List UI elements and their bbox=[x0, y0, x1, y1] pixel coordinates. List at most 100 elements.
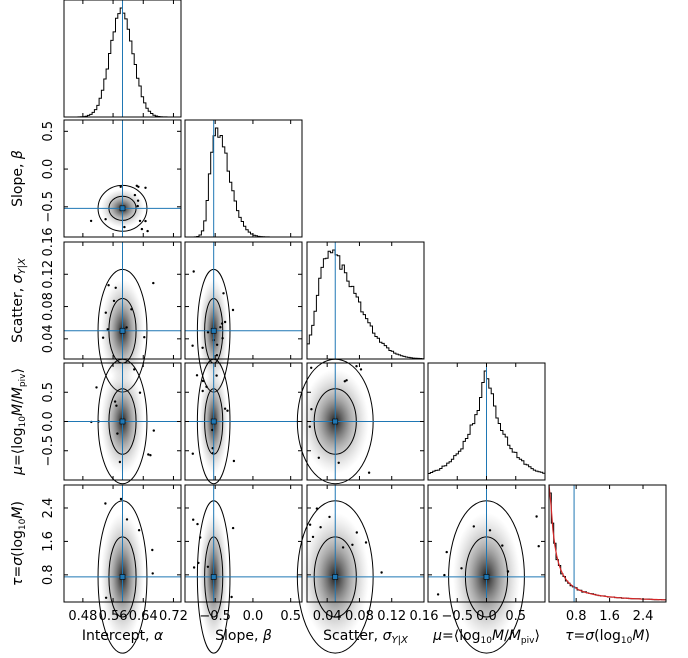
outlier-point bbox=[345, 379, 348, 382]
outlier-point bbox=[215, 354, 219, 357]
outlier-point bbox=[501, 544, 504, 547]
truth-marker bbox=[210, 418, 217, 425]
outlier-point bbox=[506, 570, 510, 573]
x-tick-label: 0.5 bbox=[505, 609, 526, 624]
outlier-point bbox=[114, 286, 117, 289]
outlier-point bbox=[104, 311, 108, 314]
outlier-point bbox=[116, 432, 119, 435]
outlier-point bbox=[196, 522, 199, 526]
outlier-point bbox=[223, 407, 227, 410]
x-tick-label: 0.12 bbox=[377, 609, 406, 624]
outlier-point bbox=[112, 299, 116, 303]
outlier-point bbox=[328, 515, 331, 519]
outlier-point bbox=[310, 366, 313, 369]
panel-tau-vs-sigma: 0.04 0.08 0.12 0.16 bbox=[296, 484, 439, 654]
hist-sigma bbox=[306, 241, 425, 360]
truth-marker bbox=[483, 574, 490, 580]
outlier-point bbox=[215, 343, 219, 346]
y-tick-label: −0.5 bbox=[41, 191, 56, 223]
outlier-point bbox=[104, 218, 107, 221]
outlier-point bbox=[311, 535, 315, 539]
outlier-point bbox=[460, 567, 463, 570]
outlier-point bbox=[130, 308, 133, 311]
outlier-point bbox=[101, 336, 105, 339]
outlier-point bbox=[367, 471, 371, 474]
truth-marker bbox=[332, 418, 339, 425]
outlier-point bbox=[315, 507, 319, 510]
y-axis-label-mu: μ=⟨log10M/Mpiv⟩ bbox=[10, 368, 28, 476]
panel-tau-vs-mu: −0.5 0.0 0.5 bbox=[427, 484, 546, 654]
outlier-point bbox=[436, 593, 440, 596]
outlier-point bbox=[359, 368, 363, 371]
x-axis-label-alpha: Intercept, α bbox=[82, 628, 164, 644]
outlier-point bbox=[445, 550, 448, 554]
hist-tau: 0.8 1.6 2.4 bbox=[548, 484, 667, 624]
outlier-point bbox=[137, 185, 140, 188]
panel-frame bbox=[306, 484, 425, 603]
outlier-point bbox=[317, 456, 320, 459]
outlier-point bbox=[146, 229, 149, 233]
panel-beta-vs-alpha: −0.5 0.0 0.5 bbox=[41, 119, 182, 238]
truth-marker bbox=[332, 574, 339, 580]
outlier-point bbox=[149, 454, 152, 457]
x-tick-label: 0.0 bbox=[476, 609, 497, 624]
panel-mu-vs-sigma bbox=[296, 358, 425, 485]
outlier-point bbox=[308, 523, 312, 526]
outlier-point bbox=[310, 408, 313, 411]
x-tick-label: 0.16 bbox=[410, 609, 439, 624]
y-tick-label: 0.0 bbox=[41, 411, 56, 432]
outlier-point bbox=[472, 525, 475, 528]
outlier-point bbox=[104, 596, 108, 599]
panel-mu-vs-alpha: −0.5 0.0 0.5 bbox=[41, 358, 182, 485]
outlier-point bbox=[125, 326, 128, 329]
outlier-point bbox=[192, 518, 195, 521]
panel-sigma-vs-alpha: 0.04 0.08 0.12 0.16 bbox=[41, 228, 182, 393]
outlier-point bbox=[205, 385, 208, 388]
panel-frame bbox=[184, 484, 303, 603]
hist-mu bbox=[427, 362, 546, 481]
outlier-point bbox=[537, 545, 540, 548]
outlier-point bbox=[95, 386, 98, 389]
outlier-point bbox=[144, 186, 147, 189]
x-axis-label-tau: τ=σ(log10M) bbox=[565, 628, 650, 646]
truth-marker bbox=[119, 418, 126, 425]
outlier-point bbox=[231, 308, 235, 312]
y-axis-label-sigma: Scatter, σY|X bbox=[10, 257, 28, 343]
y-axis-label-tau: τ=σ(log10M) bbox=[10, 501, 28, 586]
outlier-point bbox=[138, 219, 142, 223]
outlier-point bbox=[199, 536, 202, 539]
outlier-point bbox=[152, 281, 155, 285]
x-tick-label: 2.4 bbox=[633, 609, 654, 624]
histogram-beta bbox=[185, 127, 302, 238]
y-tick-label: 0.5 bbox=[41, 382, 56, 403]
outlier-point bbox=[488, 529, 492, 532]
panel-sigma-vs-beta bbox=[184, 241, 303, 393]
outlier-point bbox=[89, 219, 93, 223]
truth-marker bbox=[119, 327, 126, 334]
y-tick-label: 0.12 bbox=[41, 260, 56, 289]
outlier-point bbox=[364, 541, 368, 544]
panel-frame bbox=[63, 0, 182, 118]
outlier-point bbox=[136, 199, 140, 202]
panel-frame bbox=[306, 241, 425, 360]
outlier-point bbox=[119, 497, 123, 501]
outlier-point bbox=[226, 409, 229, 412]
panel-frame bbox=[184, 241, 303, 360]
outlier-point bbox=[143, 336, 146, 339]
panel-tau-vs-beta: −0.5 0.0 0.5 bbox=[184, 484, 303, 654]
outlier-point bbox=[104, 502, 107, 505]
histogram-tau bbox=[548, 492, 667, 602]
outlier-point bbox=[201, 389, 204, 393]
panel-frame bbox=[63, 119, 182, 238]
histogram-sigma bbox=[306, 249, 425, 360]
panel-frame bbox=[63, 484, 182, 603]
x-axis-label-beta: Slope, β bbox=[215, 628, 272, 644]
outlier-point bbox=[230, 595, 233, 599]
outlier-point bbox=[192, 566, 196, 569]
outlier-point bbox=[206, 565, 210, 568]
outlier-point bbox=[380, 571, 383, 574]
outlier-point bbox=[106, 328, 109, 331]
outlier-point bbox=[191, 452, 194, 455]
truth-marker bbox=[210, 574, 217, 580]
